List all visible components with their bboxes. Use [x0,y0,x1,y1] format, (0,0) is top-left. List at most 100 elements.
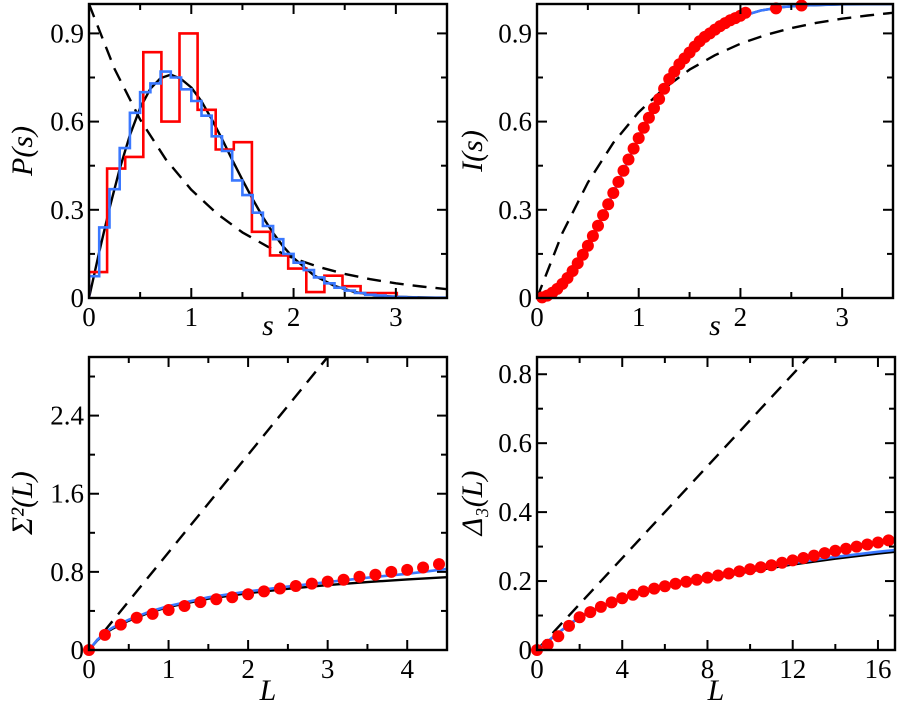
panel-level-spacing-distribution: s P(s) 0 1 2 3 0 0.3 0.6 0.9 [6,2,449,342]
data-point [162,604,175,616]
data-point [770,2,782,15]
y-tick-label: 0 [519,283,533,313]
data-point [114,618,127,631]
data-point [226,591,239,604]
x-tick-label: 0 [530,654,544,684]
solid-curve-3 [537,4,893,298]
x-tick-label: 3 [321,654,335,684]
y-axis-label: I(s) [456,130,489,173]
data-point [754,561,767,574]
data-point [626,588,639,601]
y-axis-label: Δ₃(L) [456,471,489,537]
dashed-curve-0 [537,357,810,650]
histogram-3 [89,70,447,298]
data-point [637,121,650,134]
data-point [210,593,223,606]
y-tick-label: 0 [71,283,85,313]
data-point [369,568,382,581]
data-point [648,102,660,115]
y-tick-label: 0.6 [498,107,532,137]
data-point [98,628,111,641]
data-point [258,585,270,598]
histogram-2 [89,32,399,298]
data-point [321,575,334,588]
data-point [178,600,191,612]
data-point [337,573,350,586]
data-point [850,540,863,553]
data-point [733,565,746,578]
data-point [765,559,778,572]
x-tick-label: 1 [162,654,176,684]
plot-area [537,4,893,298]
panel-number-variance: L Σ²(L) 0 1 2 3 4 0 0.8 1.6 2.4 [6,355,449,707]
x-tick-label: 3 [389,302,403,332]
data-point [353,570,366,583]
plot-area [89,357,447,650]
data-point [617,164,630,177]
y-tick-label: 0.8 [50,557,84,587]
data-point [722,567,735,580]
data-point [592,219,604,232]
data-point [586,230,599,242]
plot-frame [535,2,895,300]
data-point [829,544,842,557]
data-point [840,542,852,555]
y-tick-label: 0.4 [498,497,532,527]
data-point [541,638,554,651]
data-point [130,611,143,624]
data-point [808,549,820,562]
data-point [194,596,207,609]
plot-frame [535,355,897,652]
data-point [146,607,159,620]
y-tick-label: 0 [71,635,85,665]
plot-area [537,357,895,650]
data-point [289,580,302,592]
data-point [433,558,445,571]
data-point [653,93,666,105]
y-tick-label: 0.8 [498,359,532,389]
y-tick-label: 0.9 [498,18,532,48]
x-axis-label: s [709,309,721,342]
data-point [882,534,895,547]
data-point [712,569,725,582]
y-axis-label: P(s) [6,126,39,177]
plot-frame [87,355,449,652]
x-tick-label: 8 [701,654,715,684]
y-tick-label: 0.9 [50,18,84,48]
data-point [701,571,714,584]
x-tick-label: 0 [82,654,96,684]
data-point [861,538,874,551]
data-point [744,563,757,576]
x-tick-label: 16 [864,654,891,684]
data-point [607,187,620,199]
data-point [616,592,629,605]
data-point [605,596,618,609]
data-point [658,580,671,593]
data-point [602,198,615,211]
data-point [552,630,565,643]
x-tick-label: 2 [287,302,301,332]
dashed-curve-0 [89,357,329,650]
x-tick-label: 12 [779,654,806,684]
dashed-curve-0 [89,4,447,291]
y-tick-label: 0.3 [50,195,84,225]
dashed-curve-0 [537,11,893,298]
y-tick-label: 0.2 [498,566,532,596]
x-tick-label: 2 [241,654,255,684]
data-point [622,153,635,166]
y-tick-label: 1.6 [50,479,84,509]
data-point [612,175,625,188]
y-tick-label: 0 [519,635,533,665]
panel-cumulative-distribution: s I(s) 0 1 2 3 0 0.3 0.6 0.9 [456,0,895,342]
data-point [385,565,398,578]
solid-curve-2 [537,4,893,298]
x-tick-label: 3 [835,302,849,332]
x-axis-label: s [262,309,274,342]
data-point [872,536,884,549]
y-tick-label: 0.6 [498,428,532,458]
data-point [305,577,318,590]
data-point [573,611,586,624]
plot-area [89,4,447,298]
x-tick-label: 1 [185,302,199,332]
